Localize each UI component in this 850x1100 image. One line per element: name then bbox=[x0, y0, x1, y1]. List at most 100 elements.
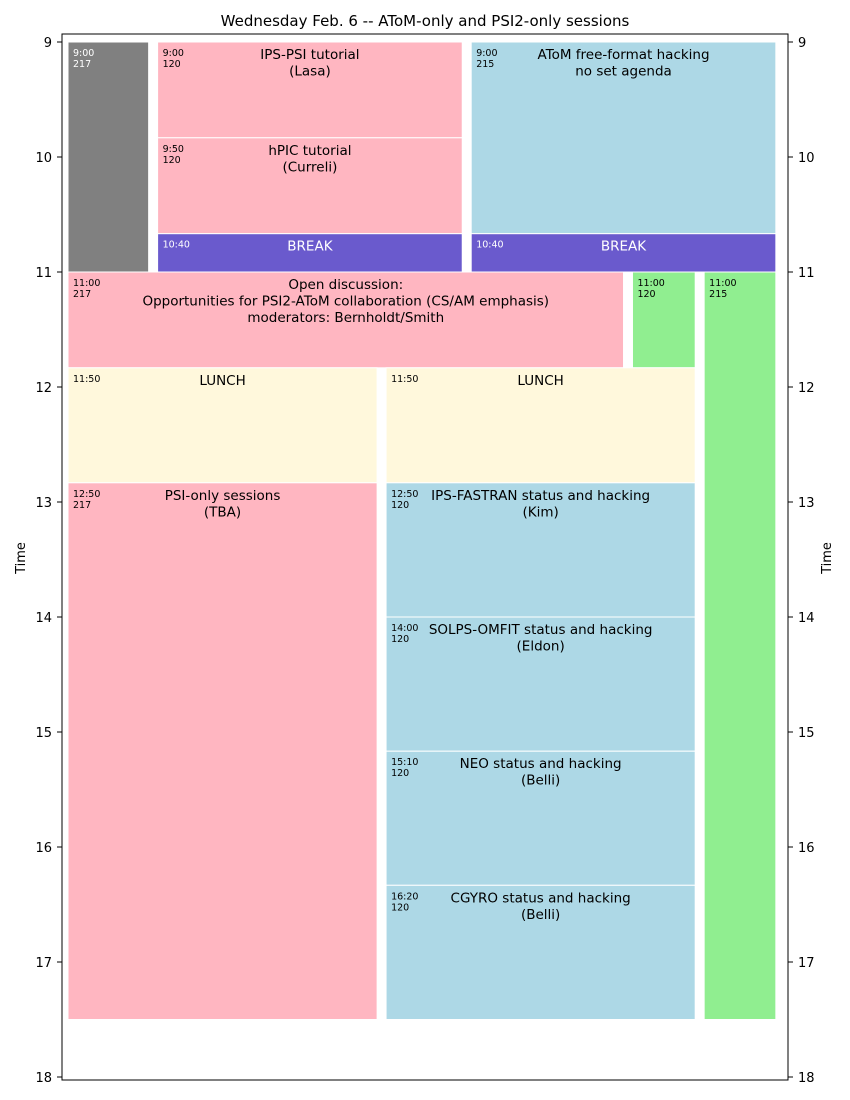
event-label: (Belli) bbox=[521, 907, 560, 923]
event-rect bbox=[385, 367, 696, 484]
event-label: BREAK bbox=[287, 239, 333, 255]
axes-layer: 9 9 10 10 11 11 12 12 13 13 14 14 15 15 16 16 17 17 18 18 bbox=[35, 36, 814, 1086]
event-label: (TBA) bbox=[204, 504, 241, 520]
y-tick-label-right: 14 bbox=[798, 611, 815, 626]
event-label: (Curreli) bbox=[282, 159, 337, 175]
event-label: CGYRO status and hacking bbox=[451, 890, 631, 906]
event-block: 10:40 BREAK bbox=[157, 233, 463, 273]
event-label: SOLPS-OMFIT status and hacking bbox=[429, 622, 653, 638]
event-rect bbox=[631, 271, 696, 369]
event-label: LUNCH bbox=[517, 373, 563, 389]
event-label: Opportunities for PSI2-AToM collaboratio… bbox=[142, 294, 549, 310]
event-label: moderators: Bernholdt/Smith bbox=[247, 310, 444, 326]
y-tick-label-left: 16 bbox=[35, 841, 52, 856]
y-tick-label-right: 18 bbox=[798, 1071, 815, 1086]
event-rect bbox=[385, 884, 696, 1020]
event-time: 11:50 bbox=[391, 374, 418, 385]
event-rect bbox=[67, 482, 378, 1021]
y-tick-label-left: 13 bbox=[35, 496, 52, 511]
y-tick-label-left: 14 bbox=[35, 611, 52, 626]
event-time: 9:00 bbox=[73, 48, 94, 59]
event-time: 12:50 bbox=[391, 489, 418, 500]
event-label: (Kim) bbox=[522, 504, 558, 520]
event-room: 120 bbox=[637, 289, 655, 300]
event-label: PSI-only sessions bbox=[165, 488, 281, 504]
event-time: 14:00 bbox=[391, 623, 418, 634]
y-tick-label-right: 15 bbox=[798, 726, 815, 741]
event-time: 10:40 bbox=[476, 240, 503, 251]
y-tick-label-left: 11 bbox=[35, 266, 52, 281]
event-rect bbox=[157, 137, 463, 235]
event-time: 10:40 bbox=[163, 240, 190, 251]
y-tick-label-left: 15 bbox=[35, 726, 52, 741]
event-label: Open discussion: bbox=[288, 277, 403, 293]
event-block: 11:50 LUNCH bbox=[385, 367, 696, 484]
event-label: no set agenda bbox=[575, 64, 672, 80]
event-rect bbox=[470, 41, 777, 235]
event-block: 11:50 LUNCH bbox=[67, 367, 378, 484]
event-label: AToM free-format hacking bbox=[537, 47, 709, 63]
event-room: 217 bbox=[73, 500, 91, 511]
event-rect bbox=[157, 41, 463, 139]
event-rect bbox=[67, 367, 378, 484]
y-tick-label-right: 10 bbox=[798, 151, 815, 166]
chart-title: Wednesday Feb. 6 -- AToM-only and PSI2-o… bbox=[221, 12, 630, 30]
event-label: hPIC tutorial bbox=[268, 143, 351, 159]
event-room: 120 bbox=[391, 768, 409, 779]
y-tick-label-left: 10 bbox=[35, 151, 52, 166]
y-tick-label-right: 17 bbox=[798, 956, 815, 971]
event-room: 217 bbox=[73, 59, 91, 70]
y-tick-label-left: 18 bbox=[35, 1071, 52, 1086]
event-rect bbox=[385, 616, 696, 752]
event-rect bbox=[703, 271, 777, 1020]
y-tick-label-left: 9 bbox=[44, 36, 52, 51]
event-time: 11:00 bbox=[73, 278, 100, 289]
event-time: 15:10 bbox=[391, 757, 418, 768]
event-room: 120 bbox=[391, 902, 409, 913]
y-tick-label-right: 13 bbox=[798, 496, 815, 511]
event-room: 215 bbox=[476, 59, 494, 70]
event-rect bbox=[385, 482, 696, 618]
y-axis-label-left: Time bbox=[14, 542, 29, 575]
event-label: (Lasa) bbox=[289, 64, 331, 80]
event-time: 9:50 bbox=[163, 144, 184, 155]
event-time: 9:00 bbox=[476, 48, 497, 59]
event-time: 11:00 bbox=[637, 278, 664, 289]
event-label: (Eldon) bbox=[517, 639, 565, 655]
event-rect bbox=[67, 41, 150, 273]
y-tick-label-right: 11 bbox=[798, 266, 815, 281]
event-label: LUNCH bbox=[199, 373, 245, 389]
y-tick-label-right: 12 bbox=[798, 381, 815, 396]
event-room: 120 bbox=[163, 155, 181, 166]
event-room: 217 bbox=[73, 289, 91, 300]
event-time: 12:50 bbox=[73, 489, 100, 500]
y-tick-label-left: 17 bbox=[35, 956, 52, 971]
event-room: 215 bbox=[709, 289, 727, 300]
event-label: NEO status and hacking bbox=[460, 756, 622, 772]
event-room: 120 bbox=[391, 500, 409, 511]
event-time: 9:00 bbox=[163, 48, 184, 59]
event-room: 120 bbox=[391, 634, 409, 645]
event-block: 10:40 BREAK bbox=[470, 233, 777, 273]
event-label: IPS-FASTRAN status and hacking bbox=[431, 488, 650, 504]
event-rect bbox=[157, 233, 463, 273]
event-rect bbox=[385, 750, 696, 886]
event-label: IPS-PSI tutorial bbox=[260, 47, 359, 63]
y-tick-label-right: 9 bbox=[798, 36, 806, 51]
y-tick-label-right: 16 bbox=[798, 841, 815, 856]
event-time: 16:20 bbox=[391, 891, 418, 902]
event-label: (Belli) bbox=[521, 773, 560, 789]
